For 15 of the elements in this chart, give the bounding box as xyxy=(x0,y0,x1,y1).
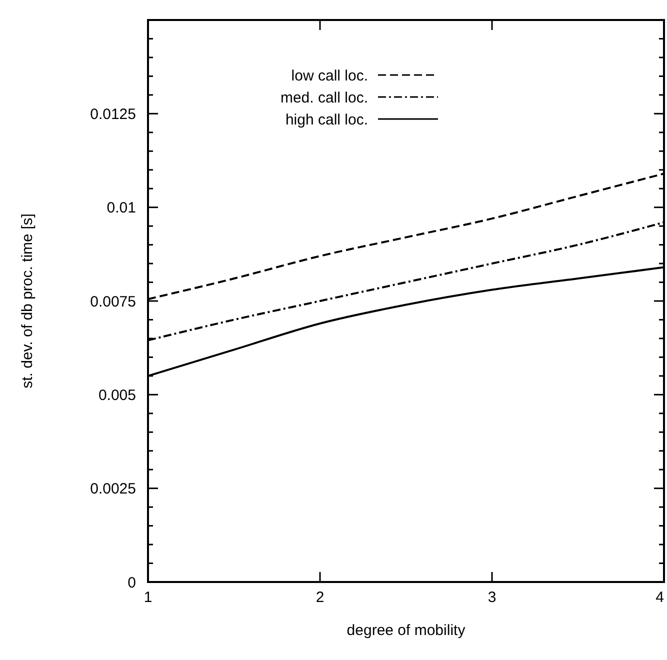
y-tick-label: 0.0125 xyxy=(90,106,136,123)
y-axis-title: st. dev. of db proc. time [s] xyxy=(19,214,36,388)
x-tick-label: 2 xyxy=(316,589,324,606)
y-tick-label: 0.0025 xyxy=(90,480,136,498)
legend-label: med. call loc. xyxy=(280,89,368,106)
x-axis-title: degree of mobility xyxy=(346,622,466,639)
y-tick-label: 0.005 xyxy=(98,386,136,404)
y-tick-label: 0.01 xyxy=(106,200,136,217)
legend-label: low call loc. xyxy=(291,67,368,84)
y-tick-label: 0 xyxy=(128,574,136,592)
x-tick-label: 1 xyxy=(144,589,152,606)
x-tick-label: 3 xyxy=(488,589,496,606)
y-tick-label: 0.0075 xyxy=(90,293,136,310)
x-tick-label: 4 xyxy=(656,589,664,606)
legend-label: high call loc. xyxy=(285,111,368,128)
